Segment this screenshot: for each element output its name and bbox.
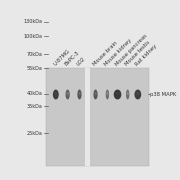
Ellipse shape	[114, 90, 121, 100]
Ellipse shape	[77, 90, 82, 100]
Ellipse shape	[93, 90, 98, 100]
Text: 55kDa: 55kDa	[26, 66, 42, 71]
Ellipse shape	[66, 90, 70, 100]
Ellipse shape	[78, 92, 81, 95]
Ellipse shape	[126, 90, 129, 100]
Ellipse shape	[127, 92, 129, 95]
Text: Mouse pancreas: Mouse pancreas	[114, 33, 148, 67]
Text: Rat kidney: Rat kidney	[134, 43, 158, 67]
Text: U-87MG: U-87MG	[52, 48, 71, 67]
Ellipse shape	[115, 92, 120, 95]
Text: Mouse testis: Mouse testis	[124, 40, 151, 67]
Text: 130kDa: 130kDa	[23, 19, 42, 24]
Ellipse shape	[134, 90, 141, 100]
Text: 40kDa: 40kDa	[26, 91, 42, 96]
Ellipse shape	[66, 92, 69, 95]
Ellipse shape	[106, 92, 108, 95]
Text: LO2: LO2	[76, 56, 87, 67]
Bar	[46, 68, 149, 166]
Text: BxPC-3: BxPC-3	[64, 50, 81, 67]
Text: Mouse kidney: Mouse kidney	[104, 37, 133, 67]
Text: p38 MAPK: p38 MAPK	[150, 92, 177, 97]
Ellipse shape	[136, 92, 140, 95]
Text: Mouse brain: Mouse brain	[92, 40, 118, 67]
Text: 70kDa: 70kDa	[26, 51, 42, 57]
Text: 100kDa: 100kDa	[23, 33, 42, 39]
Bar	[85, 68, 91, 166]
Text: 25kDa: 25kDa	[26, 131, 42, 136]
Ellipse shape	[94, 92, 97, 95]
Ellipse shape	[54, 92, 58, 95]
Ellipse shape	[53, 90, 59, 100]
Text: 35kDa: 35kDa	[26, 104, 42, 109]
Ellipse shape	[106, 90, 109, 100]
